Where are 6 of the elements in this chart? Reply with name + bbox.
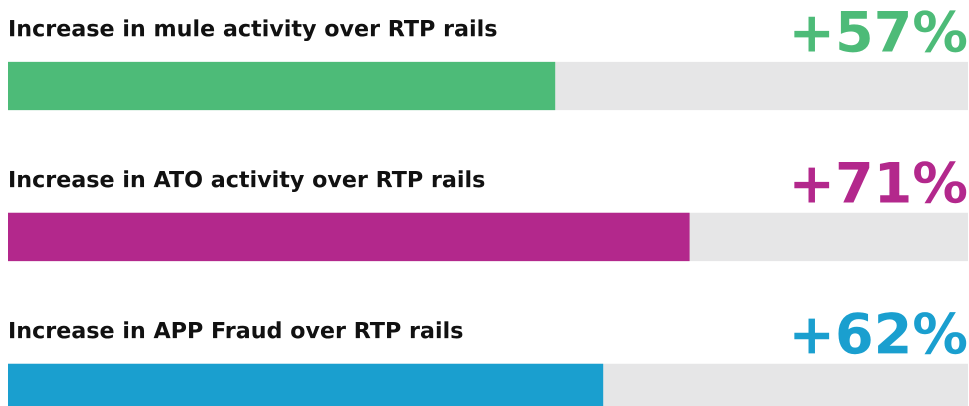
data-label: +62% (794, 312, 966, 354)
y-tick-label: Increase in mule activity over RTP rails (10, 19, 496, 42)
data-label: +57% (794, 10, 966, 52)
y-tick-label: Increase in ATO activity over RTP rails (10, 170, 484, 192)
data-label: +71% (794, 161, 966, 204)
y-tick-label: Increase in APP Fraud over RTP rails (10, 321, 462, 338)
